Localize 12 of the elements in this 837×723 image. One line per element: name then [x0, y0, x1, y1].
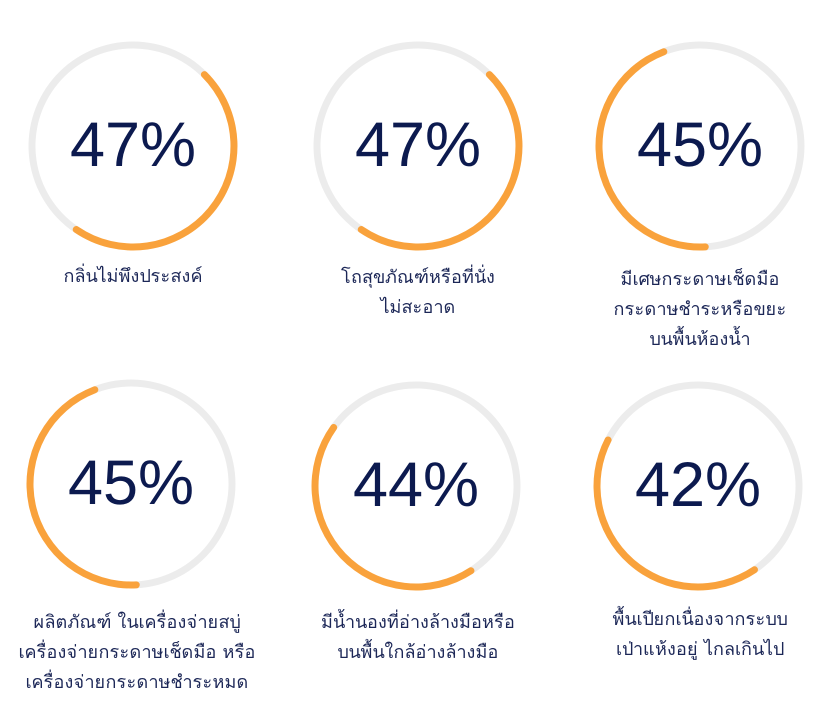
annotation: 44% [352, 450, 480, 520]
annotation: 45% [636, 110, 764, 180]
title: มีน้ำนองที่อ่างล้างมือหรือ บนพื้นใกล้อ่างล้างมือ [288, 608, 548, 668]
title: โถสุขภัณฑ์หรือที่นั่ง ไม่สะอาด [288, 263, 548, 323]
title: กลิ่นไม่พึงประสงค์ [3, 262, 263, 292]
annotation: 47% [70, 110, 196, 180]
annotation: 47% [354, 110, 482, 180]
title: ผลิตภัณฑ์ ในเครื่องจ่ายสบู่ เครื่องจ่ายกระดาษเช็ดมือ หรือ เครื่องจ่ายกระดาษชำระหมด [7, 608, 267, 698]
title: พื้นเปียกเนื่องจากระบบ เป่าแห้งอยู่ ไกลเกินไป [570, 605, 830, 665]
title: มีเศษกระดาษเช็ดมือ กระดาษชำระหรือขยะ บนพื้นห้องน้ำ [612, 267, 788, 352]
annotation: 42% [634, 450, 762, 520]
annotation: 45% [68, 448, 194, 518]
